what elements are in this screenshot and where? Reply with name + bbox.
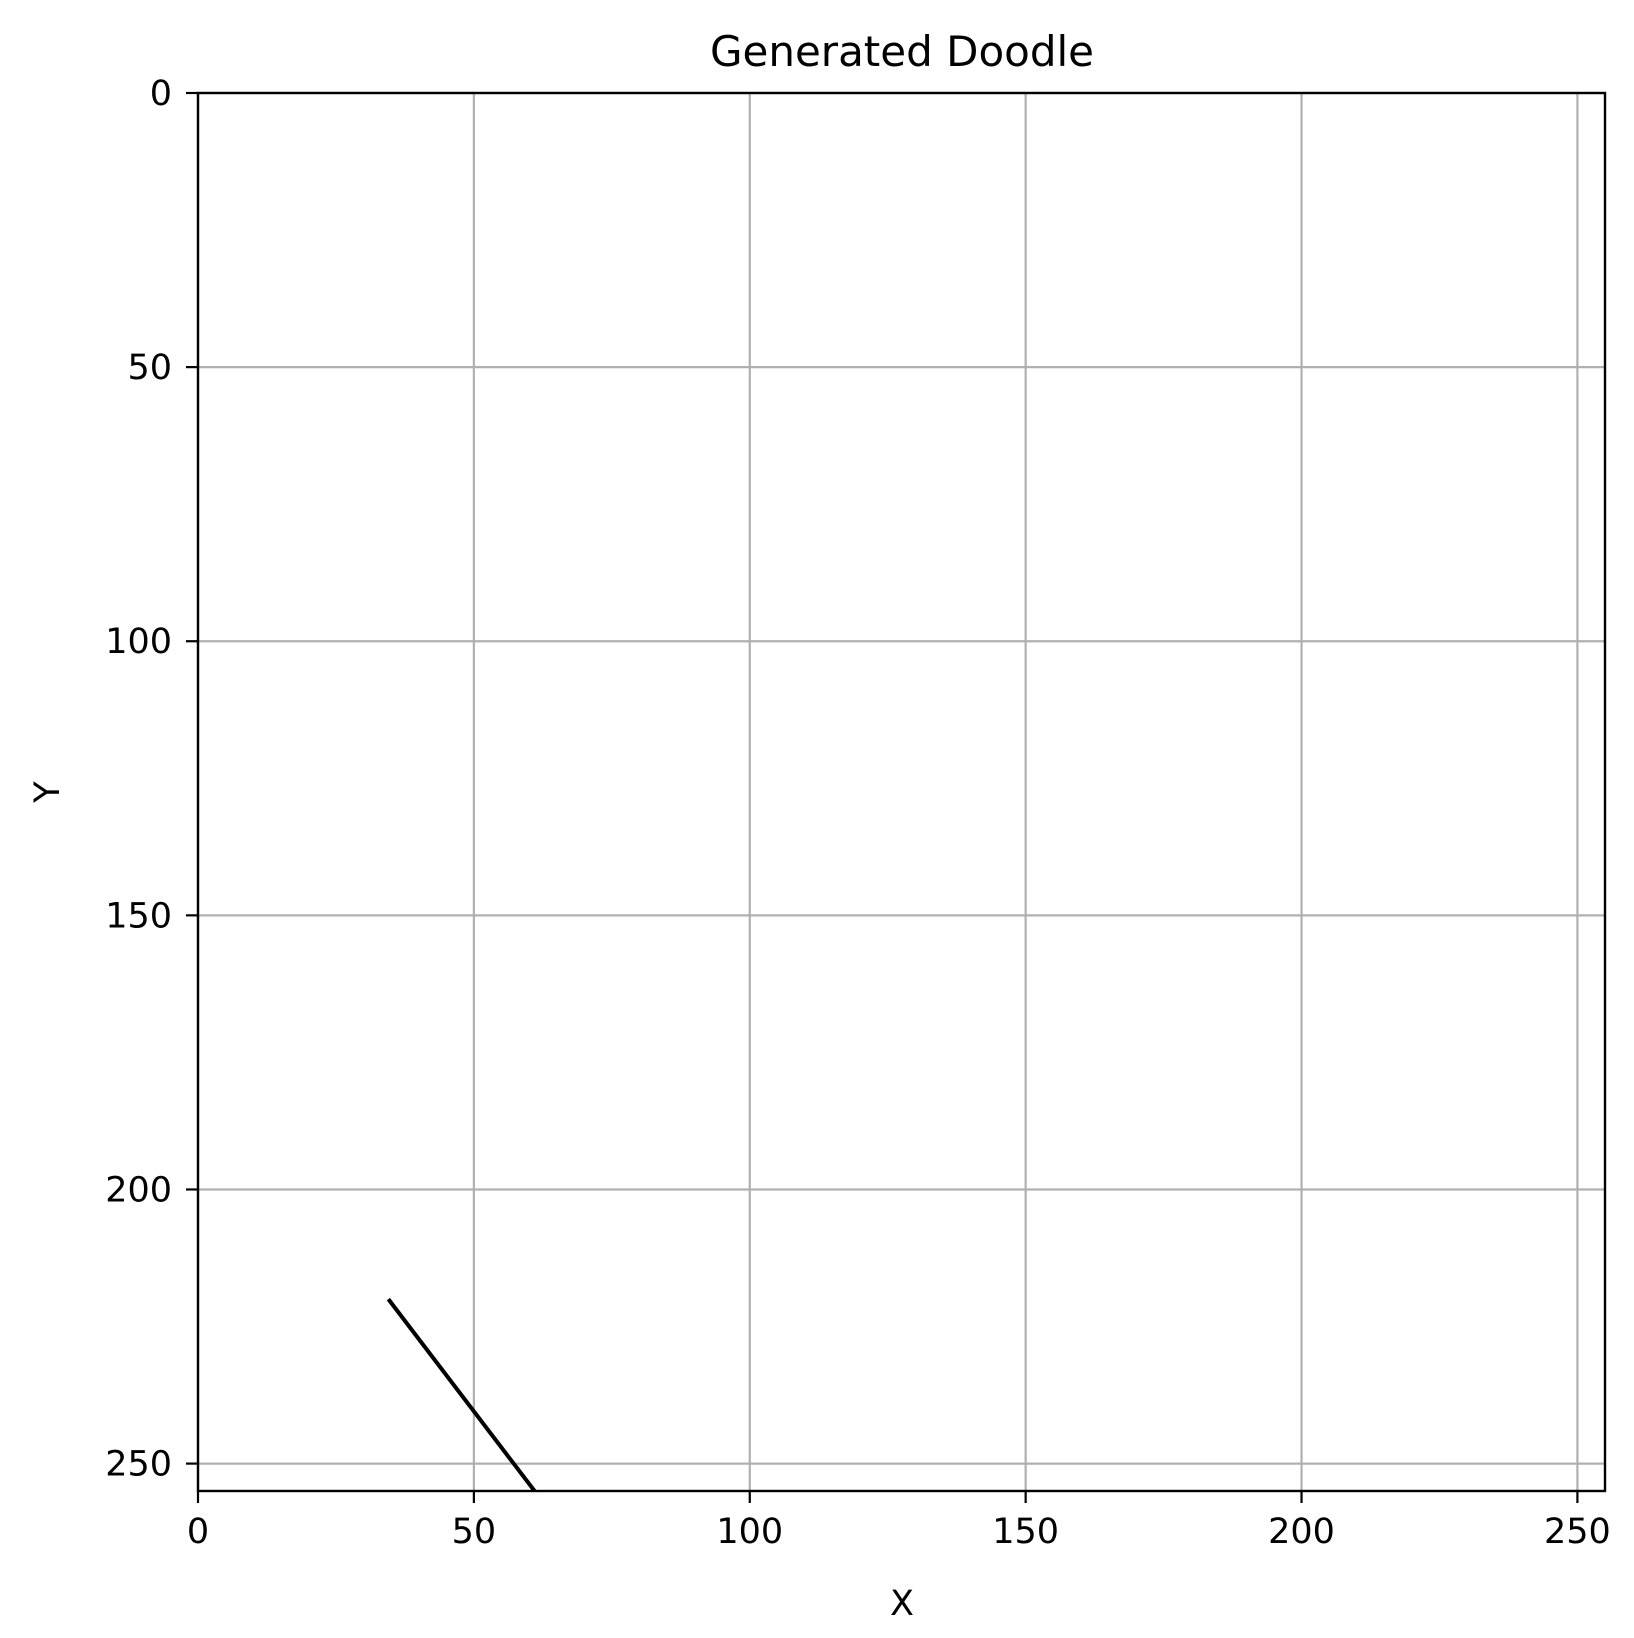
x-tick-label: 50 bbox=[452, 1512, 497, 1552]
y-tick-label: 150 bbox=[105, 896, 172, 936]
x-tick-label: 250 bbox=[1544, 1512, 1611, 1552]
x-tick-label: 100 bbox=[716, 1512, 783, 1552]
y-tick-label: 250 bbox=[105, 1445, 172, 1485]
data-layer bbox=[386, 1297, 537, 1493]
axes-frame bbox=[196, 91, 1607, 1493]
plot-area bbox=[198, 93, 1605, 1491]
x-tick-label: 0 bbox=[187, 1512, 209, 1552]
x-tick-label: 150 bbox=[992, 1512, 1059, 1552]
y-tick-label: 100 bbox=[105, 622, 172, 662]
y-axis-title: Y bbox=[28, 781, 68, 804]
y-tick-label: 0 bbox=[150, 74, 172, 114]
y-tick-label: 50 bbox=[127, 348, 172, 388]
ticks-layer: 0 50 100 150 200 250 0 50 100 150 200 250 bbox=[105, 74, 1611, 1552]
x-axis-title: X bbox=[890, 1584, 914, 1624]
grid-layer bbox=[196, 91, 1605, 1491]
x-tick-label: 200 bbox=[1268, 1512, 1335, 1552]
y-tick-label: 200 bbox=[105, 1170, 172, 1210]
series-line bbox=[386, 1297, 537, 1493]
chart-title: Generated Doodle bbox=[710, 27, 1094, 76]
